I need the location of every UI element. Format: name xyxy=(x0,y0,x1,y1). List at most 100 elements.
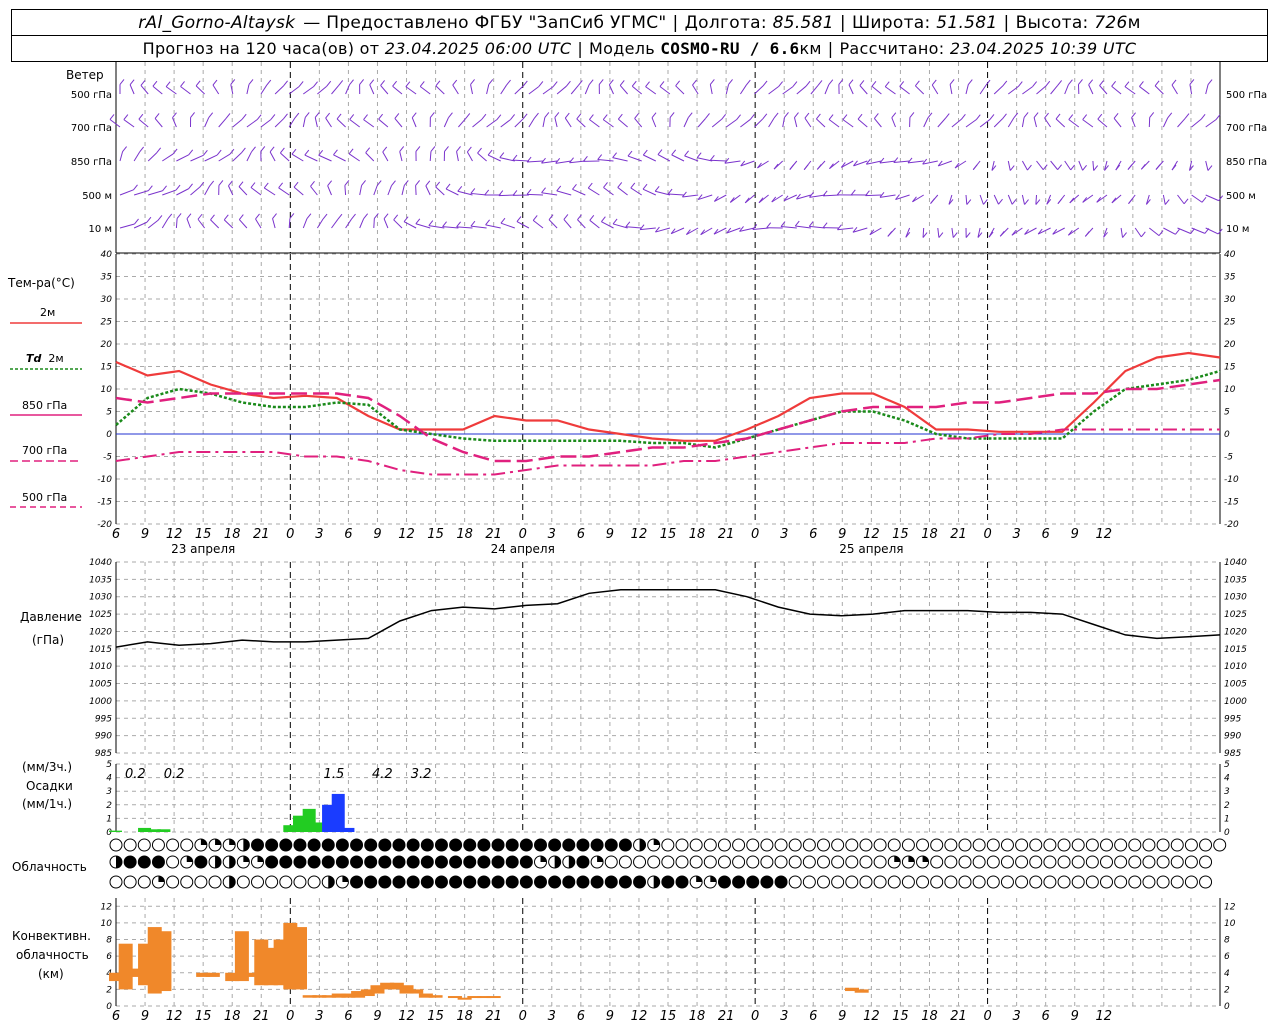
cloud-symbol xyxy=(392,855,406,869)
precip-ytick-left: 5 xyxy=(106,760,112,770)
wind-barb-feather xyxy=(697,194,703,200)
cloud-symbol xyxy=(1029,855,1043,869)
wind-barb-feather xyxy=(512,154,518,161)
cloud-symbol xyxy=(463,855,477,869)
wind-label: Ветер xyxy=(66,68,104,82)
wind-barb xyxy=(1113,118,1122,128)
wind-barb-feather xyxy=(998,198,1003,205)
cloud-symbol xyxy=(378,855,392,869)
temp-ytick-left: 20 xyxy=(101,340,113,350)
conv-xtick: 0 xyxy=(519,1009,527,1024)
temp-series-2 xyxy=(115,378,1221,463)
wind-barb xyxy=(625,226,642,229)
cloud-symbol xyxy=(1199,855,1213,869)
wind-barb xyxy=(1096,194,1108,203)
temp-xtick: 12 xyxy=(631,527,648,542)
wind-barb-feather xyxy=(891,112,897,118)
wind-barb-feather xyxy=(304,112,310,118)
wind-barb-feather xyxy=(569,157,574,164)
wind-barb-feather xyxy=(129,79,135,86)
wind-barb-feather xyxy=(597,154,603,160)
wind-barb xyxy=(161,218,169,229)
wind-barb xyxy=(280,152,290,162)
wind-barb-feather xyxy=(338,80,344,86)
conv-xtick: 6 xyxy=(1042,1009,1050,1024)
wind-barb xyxy=(528,86,540,95)
wind-barb-feather xyxy=(157,215,163,221)
wind-barb-feather xyxy=(1082,197,1088,203)
wind-barb-feather xyxy=(1099,80,1104,86)
cloud-symbol xyxy=(576,875,590,889)
cloud-symbol xyxy=(321,855,335,869)
conv-ytick-left: 12 xyxy=(101,902,113,912)
convective-bar xyxy=(360,989,375,997)
wind-barb-feather xyxy=(512,190,518,196)
cloud-symbol xyxy=(562,838,576,852)
wind-barb xyxy=(541,160,558,164)
wind-barb xyxy=(1036,85,1047,95)
wind-barb-feather xyxy=(229,148,235,155)
wind-barb-feather xyxy=(625,221,631,228)
wind-barb xyxy=(563,219,572,229)
wind-barb xyxy=(1022,86,1033,95)
wind-barb-feather xyxy=(1035,199,1041,205)
conv-xtick: 9 xyxy=(606,1009,614,1024)
wind-barb xyxy=(363,119,375,128)
temp-ytick-right: 10 xyxy=(1224,385,1236,395)
wind-barb xyxy=(1154,85,1164,95)
cloud-symbol xyxy=(434,838,448,852)
cloud-symbol xyxy=(1128,855,1142,869)
wind-barb-feather xyxy=(516,216,522,222)
precip-bar xyxy=(157,829,171,832)
wind-barb xyxy=(589,219,600,229)
wind-barb xyxy=(857,118,868,128)
wind-barb-feather xyxy=(251,146,256,153)
temp-xtick: 21 xyxy=(950,527,967,542)
wind-barb-feather xyxy=(172,112,177,119)
wind-barb-feather xyxy=(857,113,863,120)
wind-barb xyxy=(739,227,755,232)
wind-barb xyxy=(452,84,459,95)
cloud-symbol xyxy=(802,838,816,852)
temp-xtick: 9 xyxy=(1071,527,1079,542)
wind-barb xyxy=(601,221,614,229)
cloud-symbol xyxy=(774,838,788,852)
wind-barb xyxy=(435,85,445,95)
wind-barb xyxy=(486,119,498,128)
precip-ytick-left: 1 xyxy=(106,814,112,824)
wind-barb xyxy=(951,118,962,128)
wind-barb-feather xyxy=(937,160,943,167)
precip-bar xyxy=(312,822,326,832)
wind-barb-feather xyxy=(1097,113,1103,120)
wind-barb-feather xyxy=(879,192,885,198)
cloud-symbol xyxy=(859,875,873,889)
wind-barb xyxy=(405,86,417,95)
wind-barb-feather xyxy=(762,113,768,120)
conv-xtick: 0 xyxy=(751,1009,759,1024)
conv-xtick: 18 xyxy=(224,1009,241,1024)
wind-barb xyxy=(655,190,671,196)
pressure-label: Давление xyxy=(20,610,82,624)
wind-barb-feather xyxy=(657,149,663,155)
conv-xtick: 15 xyxy=(195,1009,212,1024)
wind-barb xyxy=(288,117,296,128)
cloud-symbol xyxy=(505,855,519,869)
wind-barb xyxy=(176,154,189,162)
temp-xtick: 15 xyxy=(427,527,444,542)
conv-xtick: 0 xyxy=(983,1009,991,1024)
cloud-symbol xyxy=(1142,855,1156,869)
wind-barb xyxy=(542,117,546,128)
station-name: rAl_Gorno-Altaysk xyxy=(138,12,296,33)
cloud-symbol xyxy=(335,838,349,852)
wind-barb xyxy=(336,118,346,128)
wind-barb xyxy=(1055,118,1066,128)
wind-barb xyxy=(204,185,211,196)
wind-barb-feather xyxy=(304,149,310,156)
precip-ytick-right: 1 xyxy=(1224,814,1230,824)
wind-barb xyxy=(612,157,628,162)
wind-barb-feather xyxy=(740,160,746,167)
wind-barb-feather xyxy=(1207,79,1213,85)
alt-unit: м xyxy=(1127,12,1141,33)
wind-barb xyxy=(1188,160,1193,171)
wind-barb-feather xyxy=(619,80,625,86)
